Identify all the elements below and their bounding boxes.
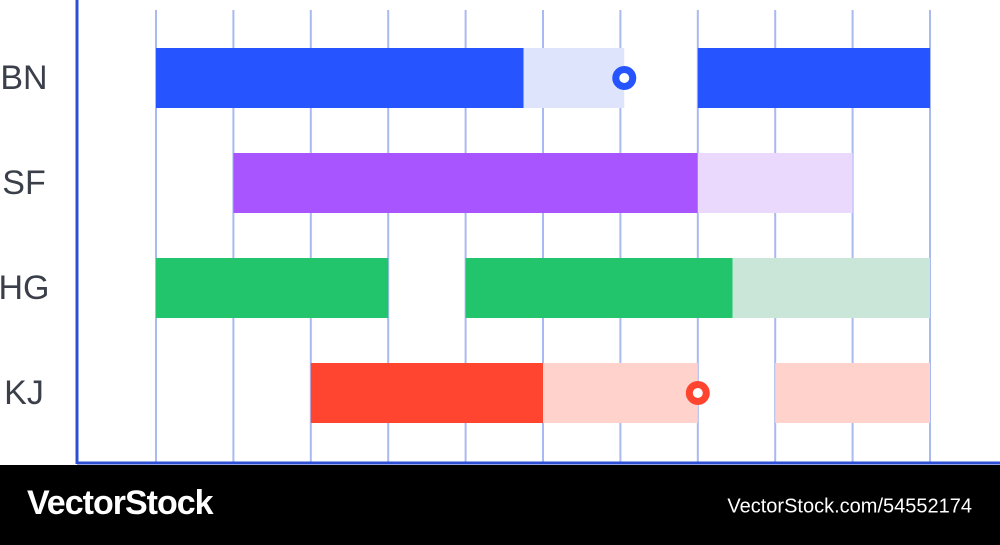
y-tick-label: HG	[0, 269, 50, 307]
task-bar	[523, 48, 625, 108]
task-bar	[156, 48, 524, 108]
task-bar	[156, 258, 389, 318]
task-bar	[697, 48, 930, 108]
y-tick-label: SF	[2, 164, 45, 202]
milestone-center	[692, 388, 703, 398]
task-bar	[732, 258, 930, 318]
task-bar	[543, 363, 698, 423]
footer-band	[0, 465, 1000, 545]
task-bar	[233, 153, 698, 213]
footer-brand: VectorStock	[27, 484, 214, 522]
footer-id: VectorStock.com/54552174	[727, 495, 972, 517]
task-bar	[775, 363, 930, 423]
milestone-center	[619, 73, 630, 83]
y-tick-label: BN	[0, 59, 47, 97]
task-bar	[697, 153, 853, 213]
task-bar	[465, 258, 733, 318]
y-tick-label: KJ	[4, 374, 44, 412]
task-bar	[310, 363, 543, 423]
